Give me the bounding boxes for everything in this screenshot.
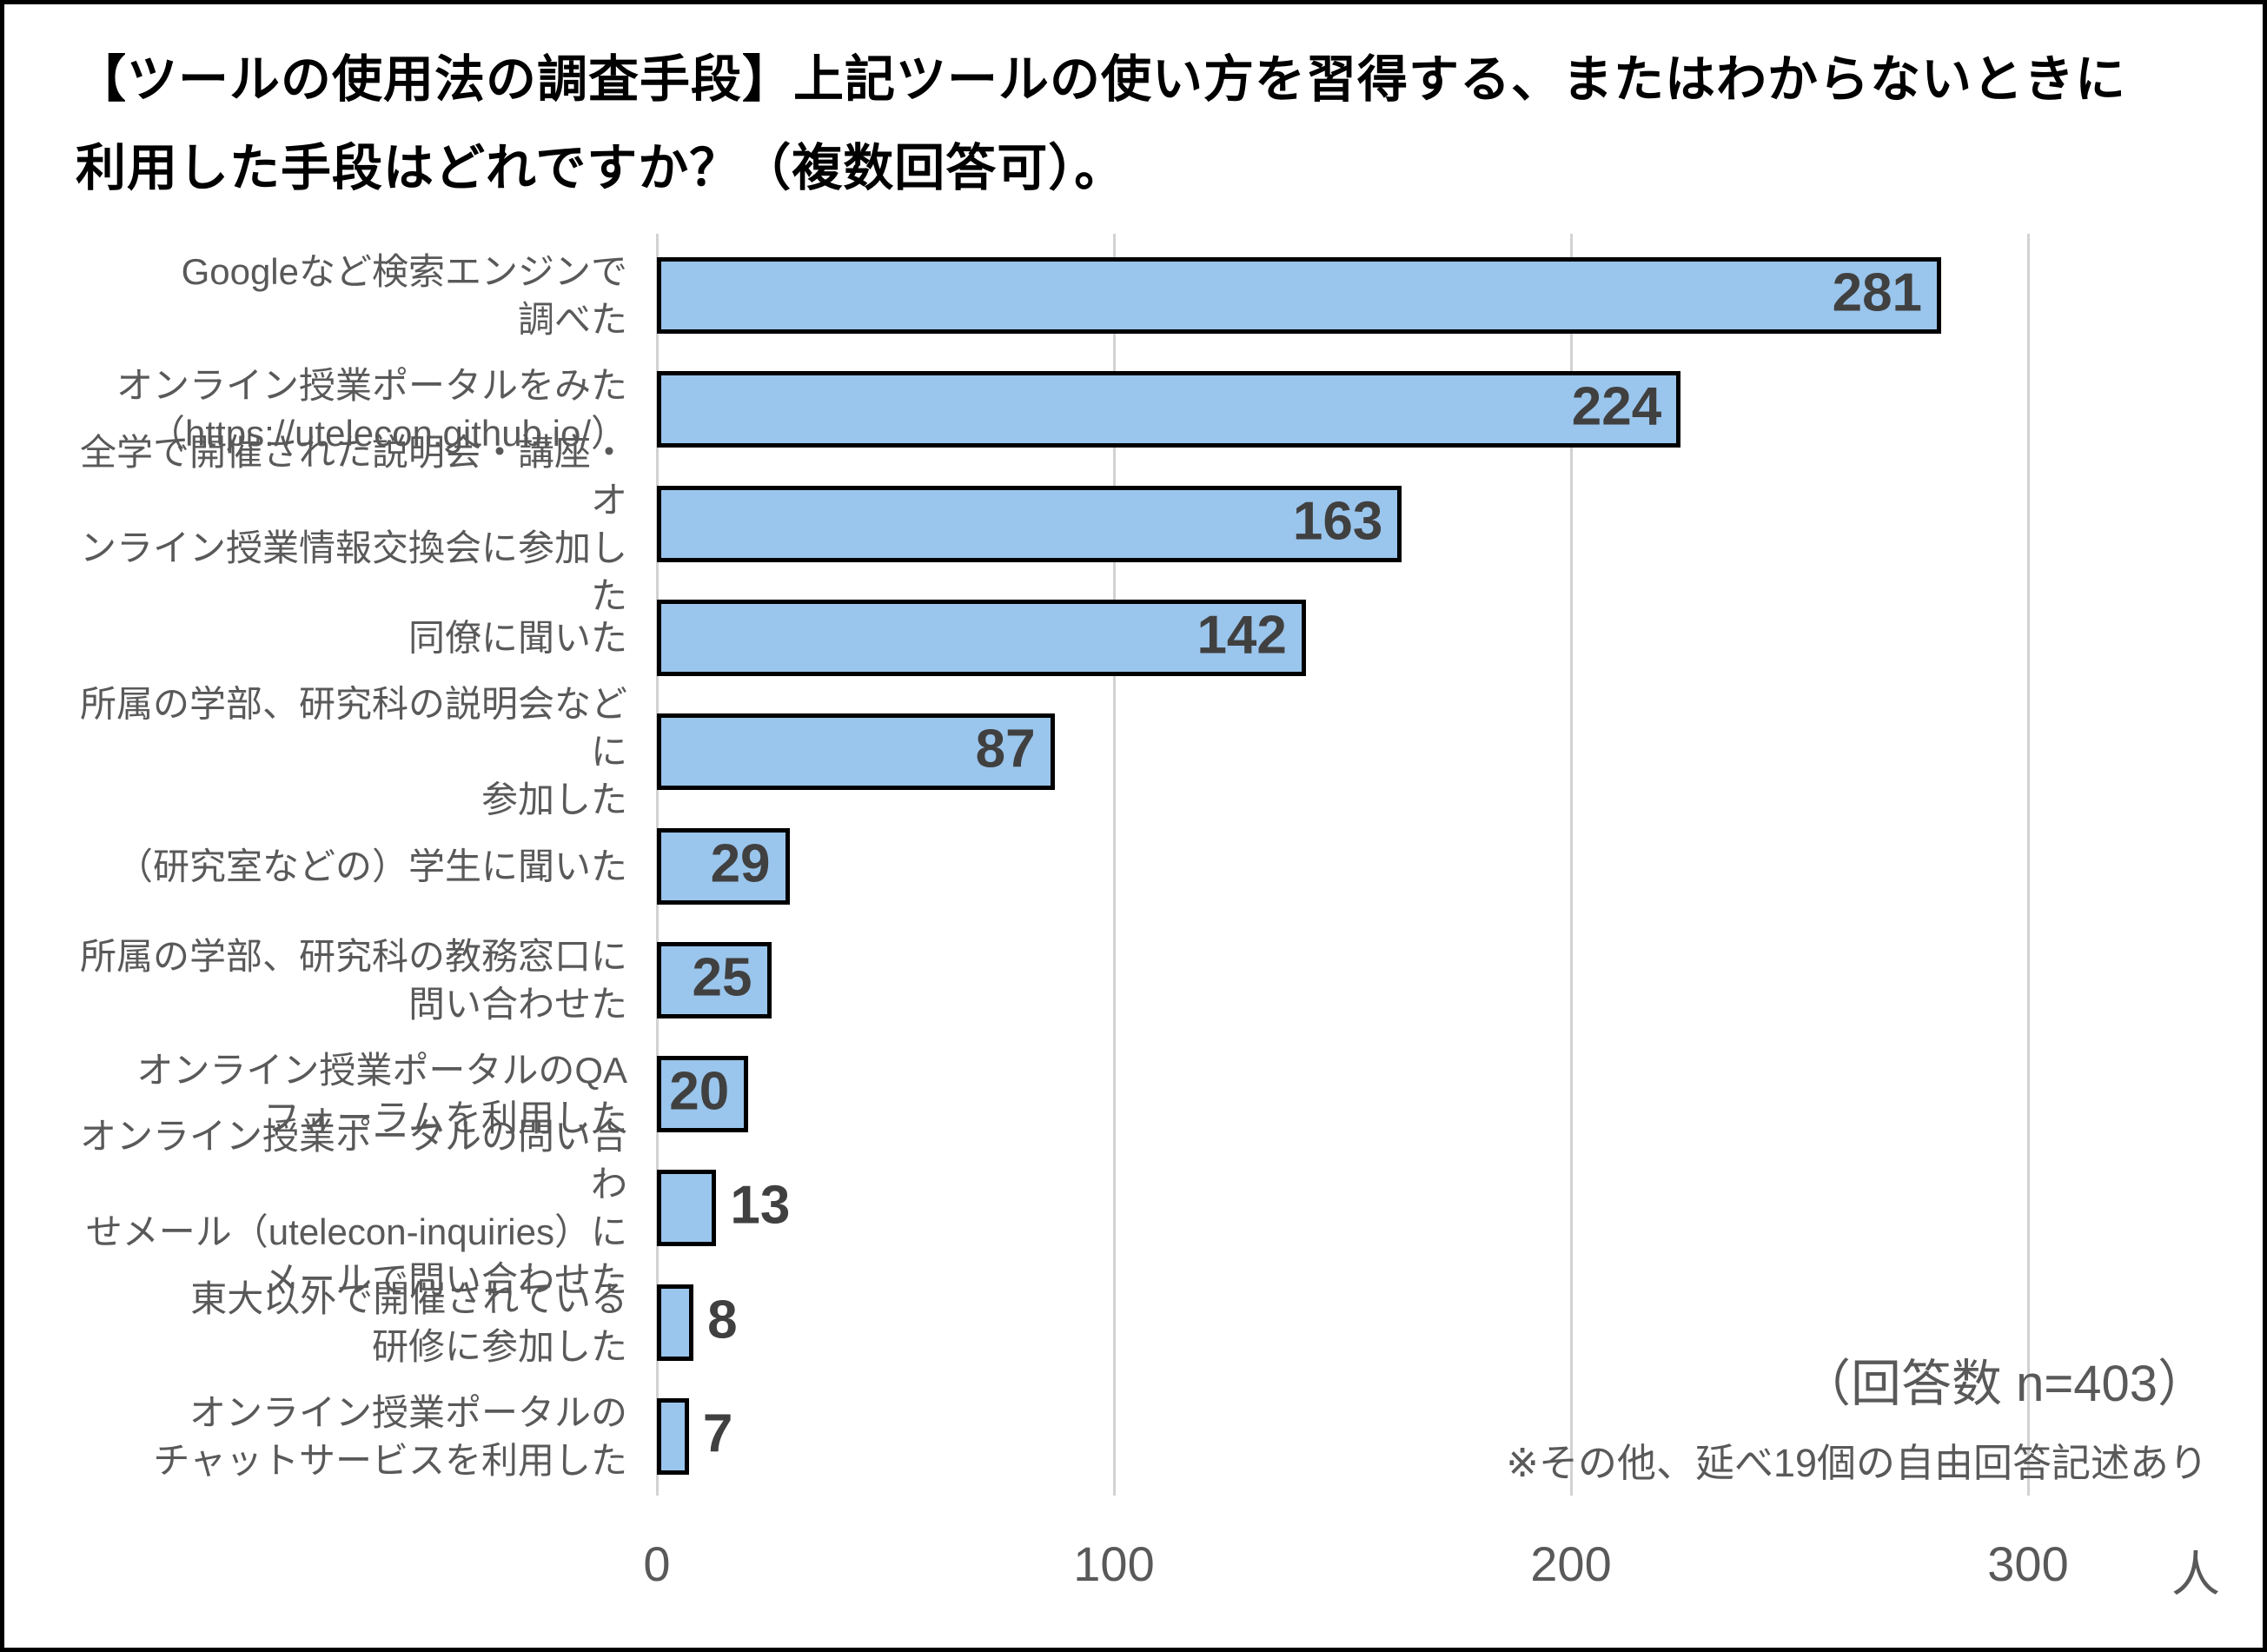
annotation-respondent-count: （回答数 n=403）: [1800, 1356, 2208, 1412]
x-axis-tick-label: 100: [1073, 1536, 1155, 1591]
x-axis-unit-label: 人: [2171, 1547, 2220, 1602]
category-label: （研究室などの）学生に聞いた: [116, 846, 627, 886]
bar: [657, 485, 1402, 562]
bar: [657, 371, 1681, 448]
gridline-x-200: [1570, 234, 1573, 1496]
bar: [657, 1284, 694, 1361]
category-label: 所属の学部、研究科の教務窓口に 問い合わせた: [79, 935, 627, 1025]
category-label: 東大以外で開催されている 研修に参加した: [190, 1277, 627, 1367]
chart-question-title: 【ツールの使用法の調査手段】上記ツールの使い方を習得する、またはわからないときに…: [76, 51, 2127, 196]
value-label: 25: [692, 947, 752, 1008]
value-label: 29: [710, 833, 771, 894]
value-label: 87: [975, 719, 1036, 780]
bar: [657, 827, 790, 905]
value-label: 142: [1196, 605, 1287, 666]
category-label: 同僚に聞いた: [408, 617, 627, 659]
bar: [657, 713, 1055, 791]
annotation-free-answer-note: ※その他、延べ19個の自由回答記述あり: [1506, 1441, 2208, 1485]
value-label: 13: [730, 1176, 791, 1237]
x-axis-tick-label: 300: [1987, 1536, 2069, 1591]
bar: [657, 1056, 749, 1133]
value-label: 163: [1292, 491, 1383, 552]
bar: [657, 1398, 689, 1475]
category-label: Googleなど検索エンジンで 調べた: [181, 251, 627, 340]
value-label: 281: [1832, 262, 1923, 323]
category-label: オンライン授業ポータルのQA フォーラムを利用した: [136, 1050, 627, 1139]
category-label: 所属の学部、研究科の説明会などに 参加した: [79, 683, 627, 820]
value-label: 8: [707, 1290, 738, 1350]
value-label: 20: [669, 1061, 730, 1122]
category-label: オンライン授業ポータルをみた （https://utelecon.github.…: [116, 365, 627, 454]
category-label: 全学で開催された説明会・講座・オ ンライン授業情報交換会に参加した: [79, 431, 627, 616]
x-axis-tick-label: 200: [1530, 1536, 1612, 1591]
bar: [657, 1170, 717, 1247]
category-label: オンライン授業ポータルの チャットサービスを利用した: [153, 1392, 627, 1481]
gridline-x-100: [1113, 234, 1116, 1496]
bar: [657, 257, 1942, 334]
value-label: 224: [1571, 376, 1662, 437]
x-axis-tick-label: 0: [643, 1536, 671, 1591]
bar: [657, 941, 772, 1018]
value-label: 7: [702, 1403, 733, 1464]
bar: [657, 599, 1306, 676]
category-label: オンライン授業ポータルの問い合わ せメール（utelecon-inquiries…: [79, 1116, 627, 1301]
gridline-x-300: [2027, 234, 2030, 1496]
